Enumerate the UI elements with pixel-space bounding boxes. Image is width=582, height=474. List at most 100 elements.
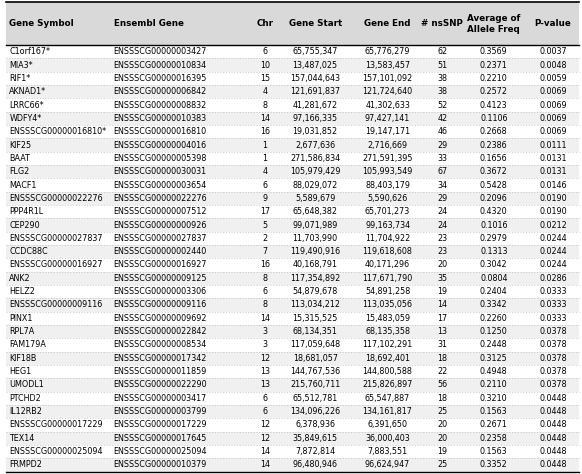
Text: 24: 24 bbox=[437, 220, 448, 229]
Text: ENSSSCG00000003417: ENSSSCG00000003417 bbox=[113, 394, 207, 403]
FancyBboxPatch shape bbox=[6, 2, 579, 45]
Text: 88,403,179: 88,403,179 bbox=[365, 181, 410, 190]
FancyBboxPatch shape bbox=[6, 272, 579, 285]
FancyBboxPatch shape bbox=[6, 165, 579, 178]
Text: 20: 20 bbox=[437, 434, 448, 443]
Text: # nsSNP: # nsSNP bbox=[421, 19, 463, 28]
Text: 54,891,258: 54,891,258 bbox=[365, 287, 410, 296]
Text: 97,166,335: 97,166,335 bbox=[293, 114, 338, 123]
Text: ENSSSCG00000017645: ENSSSCG00000017645 bbox=[113, 434, 207, 443]
Text: 5: 5 bbox=[262, 220, 268, 229]
Text: 0.1106: 0.1106 bbox=[480, 114, 508, 123]
Text: 8: 8 bbox=[262, 100, 268, 109]
Text: 113,035,056: 113,035,056 bbox=[363, 301, 413, 310]
Text: Average of
Allele Freq: Average of Allele Freq bbox=[467, 14, 520, 34]
Text: 121,691,837: 121,691,837 bbox=[290, 87, 340, 96]
Text: 97,427,141: 97,427,141 bbox=[365, 114, 410, 123]
FancyBboxPatch shape bbox=[6, 312, 579, 325]
Text: 117,102,291: 117,102,291 bbox=[363, 340, 413, 349]
Text: 20: 20 bbox=[437, 420, 448, 429]
Text: ENSSSCG00000016927: ENSSSCG00000016927 bbox=[113, 261, 207, 270]
Text: 3: 3 bbox=[262, 327, 268, 336]
Text: MACF1: MACF1 bbox=[9, 181, 37, 190]
Text: PPP4R1L: PPP4R1L bbox=[9, 207, 44, 216]
Text: Gene Start: Gene Start bbox=[289, 19, 342, 28]
Text: Ensembl Gene: Ensembl Gene bbox=[113, 19, 183, 28]
FancyBboxPatch shape bbox=[6, 405, 579, 419]
Text: 29: 29 bbox=[437, 194, 448, 203]
FancyBboxPatch shape bbox=[6, 458, 579, 472]
FancyBboxPatch shape bbox=[6, 245, 579, 258]
Text: 19: 19 bbox=[437, 287, 448, 296]
Text: 12: 12 bbox=[260, 434, 270, 443]
Text: 23: 23 bbox=[437, 234, 448, 243]
Text: 13: 13 bbox=[437, 327, 447, 336]
Text: 0.0448: 0.0448 bbox=[540, 447, 567, 456]
Text: 99,163,734: 99,163,734 bbox=[365, 220, 410, 229]
Text: 24: 24 bbox=[437, 207, 448, 216]
Text: 0.0448: 0.0448 bbox=[540, 394, 567, 403]
Text: 157,101,092: 157,101,092 bbox=[363, 74, 413, 83]
Text: 105,993,549: 105,993,549 bbox=[363, 167, 413, 176]
Text: 2: 2 bbox=[262, 234, 268, 243]
Text: AKNAD1*: AKNAD1* bbox=[9, 87, 47, 96]
Text: 117,059,648: 117,059,648 bbox=[290, 340, 340, 349]
Text: 0.0333: 0.0333 bbox=[540, 314, 567, 323]
Text: 65,512,781: 65,512,781 bbox=[293, 394, 338, 403]
Text: FAM179A: FAM179A bbox=[9, 340, 46, 349]
FancyBboxPatch shape bbox=[6, 285, 579, 298]
Text: 0.1250: 0.1250 bbox=[480, 327, 508, 336]
Text: 0.4320: 0.4320 bbox=[480, 207, 508, 216]
Text: 15,315,525: 15,315,525 bbox=[293, 314, 338, 323]
Text: ENSSSCG00000010834: ENSSSCG00000010834 bbox=[113, 61, 207, 70]
Text: 0.2668: 0.2668 bbox=[480, 127, 508, 136]
Text: 0.0131: 0.0131 bbox=[540, 167, 567, 176]
Text: ENSSSCG00000016810*: ENSSSCG00000016810* bbox=[9, 127, 107, 136]
Text: WDFY4*: WDFY4* bbox=[9, 114, 41, 123]
Text: 65,776,279: 65,776,279 bbox=[365, 47, 410, 56]
Text: ENSSSCG00000011859: ENSSSCG00000011859 bbox=[113, 367, 207, 376]
Text: 0.2386: 0.2386 bbox=[480, 140, 508, 149]
Text: ENSSSCG00000002440: ENSSSCG00000002440 bbox=[113, 247, 207, 256]
Text: 2,716,669: 2,716,669 bbox=[367, 140, 407, 149]
Text: 18,692,401: 18,692,401 bbox=[365, 354, 410, 363]
Text: 157,044,643: 157,044,643 bbox=[290, 74, 340, 83]
Text: 0.1563: 0.1563 bbox=[480, 447, 508, 456]
Text: 13: 13 bbox=[260, 381, 270, 390]
Text: 20: 20 bbox=[437, 261, 448, 270]
Text: 38: 38 bbox=[437, 87, 447, 96]
Text: 54,879,678: 54,879,678 bbox=[293, 287, 338, 296]
Text: ENSSSCG00000003306: ENSSSCG00000003306 bbox=[113, 287, 207, 296]
Text: 0.0244: 0.0244 bbox=[539, 261, 567, 270]
Text: 29: 29 bbox=[437, 140, 448, 149]
Text: 31: 31 bbox=[437, 340, 447, 349]
Text: 144,800,588: 144,800,588 bbox=[363, 367, 413, 376]
Text: 0.0069: 0.0069 bbox=[539, 127, 567, 136]
Text: ENSSSCG00000022276: ENSSSCG00000022276 bbox=[9, 194, 103, 203]
Text: 0.4948: 0.4948 bbox=[480, 367, 508, 376]
Text: RPL7A: RPL7A bbox=[9, 327, 34, 336]
Text: 0.0448: 0.0448 bbox=[540, 434, 567, 443]
Text: 0.2371: 0.2371 bbox=[480, 61, 508, 70]
Text: 0.0333: 0.0333 bbox=[540, 287, 567, 296]
Text: 8: 8 bbox=[262, 274, 268, 283]
Text: ENSSSCG00000004016: ENSSSCG00000004016 bbox=[113, 140, 207, 149]
Text: ENSSSCG00000017342: ENSSSCG00000017342 bbox=[113, 354, 207, 363]
Text: 0.3342: 0.3342 bbox=[480, 301, 508, 310]
Text: MIA3*: MIA3* bbox=[9, 61, 33, 70]
Text: 56: 56 bbox=[437, 381, 448, 390]
Text: 1: 1 bbox=[262, 140, 268, 149]
Text: 0.3125: 0.3125 bbox=[480, 354, 508, 363]
Text: 144,767,536: 144,767,536 bbox=[290, 367, 340, 376]
Text: UMODL1: UMODL1 bbox=[9, 381, 44, 390]
Text: 36,000,403: 36,000,403 bbox=[365, 434, 410, 443]
Text: 0.0048: 0.0048 bbox=[540, 61, 567, 70]
Text: 9: 9 bbox=[262, 194, 268, 203]
Text: 19: 19 bbox=[437, 447, 448, 456]
Text: ENSSSCG00000016810: ENSSSCG00000016810 bbox=[113, 127, 207, 136]
Text: 33: 33 bbox=[437, 154, 447, 163]
Text: 25: 25 bbox=[437, 460, 448, 469]
Text: 23: 23 bbox=[437, 247, 448, 256]
FancyBboxPatch shape bbox=[6, 58, 579, 72]
Text: TEX14: TEX14 bbox=[9, 434, 34, 443]
